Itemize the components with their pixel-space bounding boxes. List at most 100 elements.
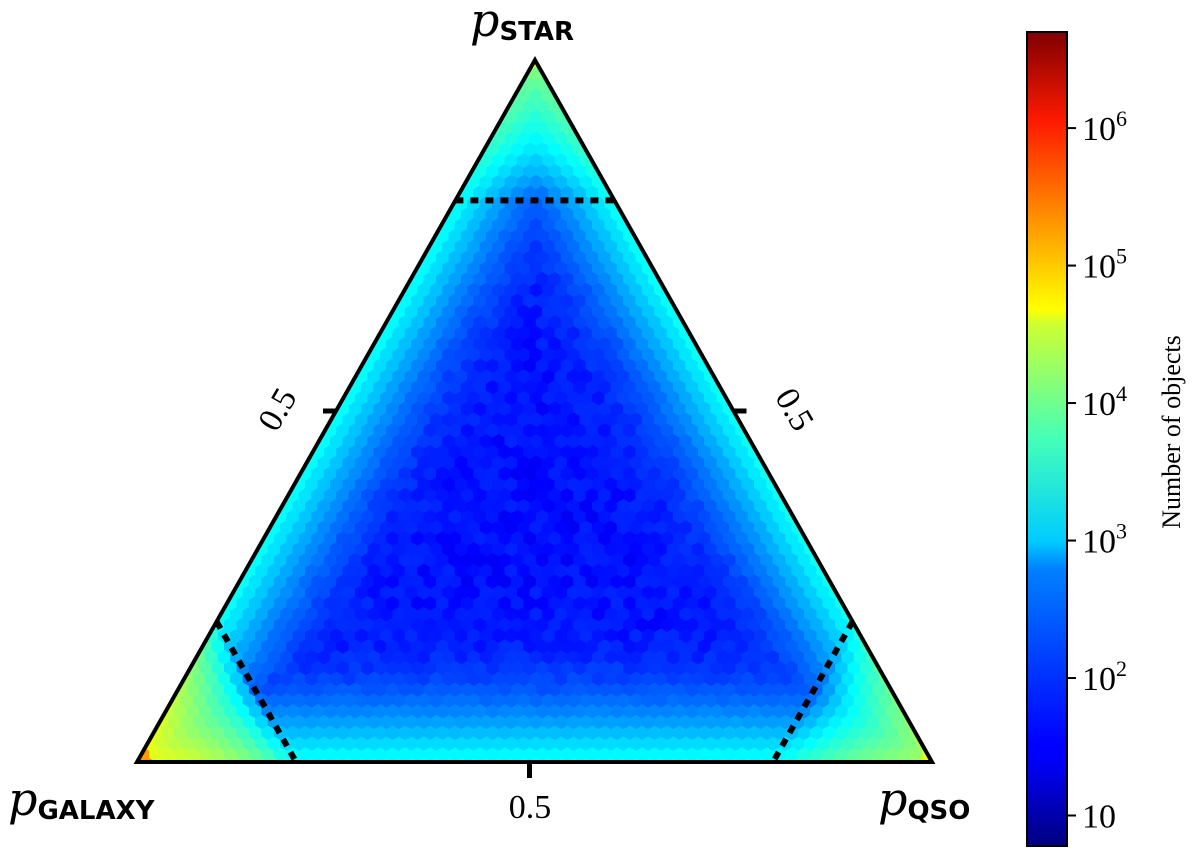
hexbin-cell [498, 77, 512, 93]
hexbin-cell [629, 758, 643, 762]
hexbin-cell [155, 758, 169, 762]
hexbin-cell [379, 758, 394, 762]
hexbin-cell [778, 477, 793, 493]
hexbin-cell [753, 758, 768, 762]
hexbin-cell [517, 60, 531, 61]
colorbar-tick-label: 10 [1082, 799, 1116, 836]
hexbin-cell [760, 444, 774, 460]
threshold-lines [213, 197, 856, 764]
hexbin-cell [454, 758, 468, 762]
left-edge-tick-label: 0.5 [251, 382, 304, 437]
hexbin-cell [791, 498, 805, 514]
colorbar-tick-label: 104 [1082, 381, 1127, 423]
hexbin-cell [142, 714, 156, 730]
hexbin-cell [180, 758, 194, 762]
hexbin-cell [541, 758, 556, 762]
hexbin-cell [747, 423, 761, 439]
hexbin-cell [367, 758, 381, 762]
hexbin-cell [404, 758, 418, 762]
hexbin-cell [816, 758, 830, 762]
colorbar-label: Number of objects [1157, 335, 1186, 529]
vertex-label-galaxy: pGALAXY [8, 772, 156, 826]
hexbin-cell [822, 552, 836, 568]
hexbin-cell [928, 736, 932, 752]
hexbin-cell [810, 531, 824, 547]
hexbin-cell [891, 671, 905, 687]
hexbin-cell [884, 660, 899, 676]
hexbin-cell [267, 758, 281, 762]
hexbin-cell [242, 758, 256, 762]
hexbin-cell [429, 758, 443, 762]
hexbin-cell [354, 758, 369, 762]
colorbar-tick-label: 105 [1082, 244, 1127, 286]
vertex-label-qso: pQSO [878, 772, 970, 826]
hexbin-cell [903, 693, 917, 709]
hexbin-cell [137, 747, 138, 762]
hexbin-cell [554, 758, 568, 762]
hexbin-cell [679, 758, 693, 762]
hexbin-cell [329, 758, 344, 762]
hexbin-cell [230, 758, 244, 762]
hexbin-cell [866, 628, 880, 644]
hexbin-cell [859, 617, 874, 633]
hexbin-cell [785, 488, 799, 504]
hexbin-cell [891, 758, 905, 762]
vertex-label-star: pSTAR [470, 0, 574, 47]
hexbin-cell [853, 606, 867, 622]
hexbin-cell [729, 758, 743, 762]
threshold-line-qso [770, 620, 856, 764]
hexbin-cell [467, 758, 481, 762]
hexbin-cell [766, 758, 780, 762]
hexbin-cell [841, 758, 855, 762]
hexbin-cell [504, 758, 518, 762]
hexbin-cell [909, 704, 924, 720]
hexbin-cell [835, 574, 849, 590]
hexbin-cell [841, 585, 855, 601]
hexbin-cell [847, 596, 861, 612]
hexbin-cell [803, 520, 818, 536]
hexbin-cell [118, 758, 131, 772]
hexbin-cell [828, 563, 842, 579]
bottom-edge-tick-label: 0.5 [509, 789, 552, 826]
colorbar-tick-label: 103 [1082, 519, 1127, 561]
hexbin-cell [666, 758, 680, 762]
hexbin-cell [142, 758, 156, 762]
hexbin-cell [654, 758, 668, 762]
colorbar-tick-label: 102 [1082, 656, 1127, 698]
hexbin-cell [442, 758, 456, 762]
hexbin-cell [916, 758, 930, 762]
hexbin-cell [878, 650, 892, 666]
hexbin-cell [392, 758, 406, 762]
hexbin-cell [137, 725, 150, 741]
hexbin-cell [853, 758, 867, 762]
colorbar [1026, 31, 1068, 847]
hexbin-cell [579, 758, 593, 762]
colorbar-ticks: 10 102 103 104 105 106 [1067, 106, 1127, 836]
hexbin-cell [641, 758, 655, 762]
hexbin-cell [192, 758, 206, 762]
threshold-line-galaxy [213, 620, 299, 764]
hexbin-cell [510, 60, 524, 72]
right-edge-tick-label: 0.5 [767, 382, 820, 437]
hexbin-cell [878, 758, 892, 762]
hexbin-cell [137, 736, 144, 752]
edge-ticks [323, 408, 747, 778]
hexbin-cell [255, 758, 269, 762]
hexbin-cell [716, 758, 730, 762]
hexbin-cell [342, 758, 356, 762]
hexbin-cell [167, 671, 181, 687]
hexbin-cell [778, 758, 793, 762]
hexbin-cell [479, 758, 493, 762]
hexbin-cell [791, 758, 805, 762]
hexbin-cell [828, 758, 842, 762]
hexbin-cell [529, 758, 543, 762]
hexbin-cell [741, 758, 755, 762]
hexbin-cell [280, 758, 294, 762]
hexbin-cell [691, 758, 705, 762]
hexbin-cell [504, 66, 518, 82]
hexbin-cell [604, 758, 618, 762]
hexbin-cell [155, 693, 169, 709]
hexbin-cell [935, 748, 948, 762]
hexbin-cell [217, 758, 231, 762]
